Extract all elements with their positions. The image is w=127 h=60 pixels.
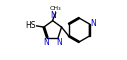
- Text: HS: HS: [26, 21, 36, 30]
- Text: N: N: [50, 11, 56, 20]
- Text: N: N: [56, 38, 62, 47]
- Text: N: N: [90, 19, 96, 28]
- Text: N: N: [43, 38, 49, 47]
- Text: CH₃: CH₃: [49, 6, 61, 11]
